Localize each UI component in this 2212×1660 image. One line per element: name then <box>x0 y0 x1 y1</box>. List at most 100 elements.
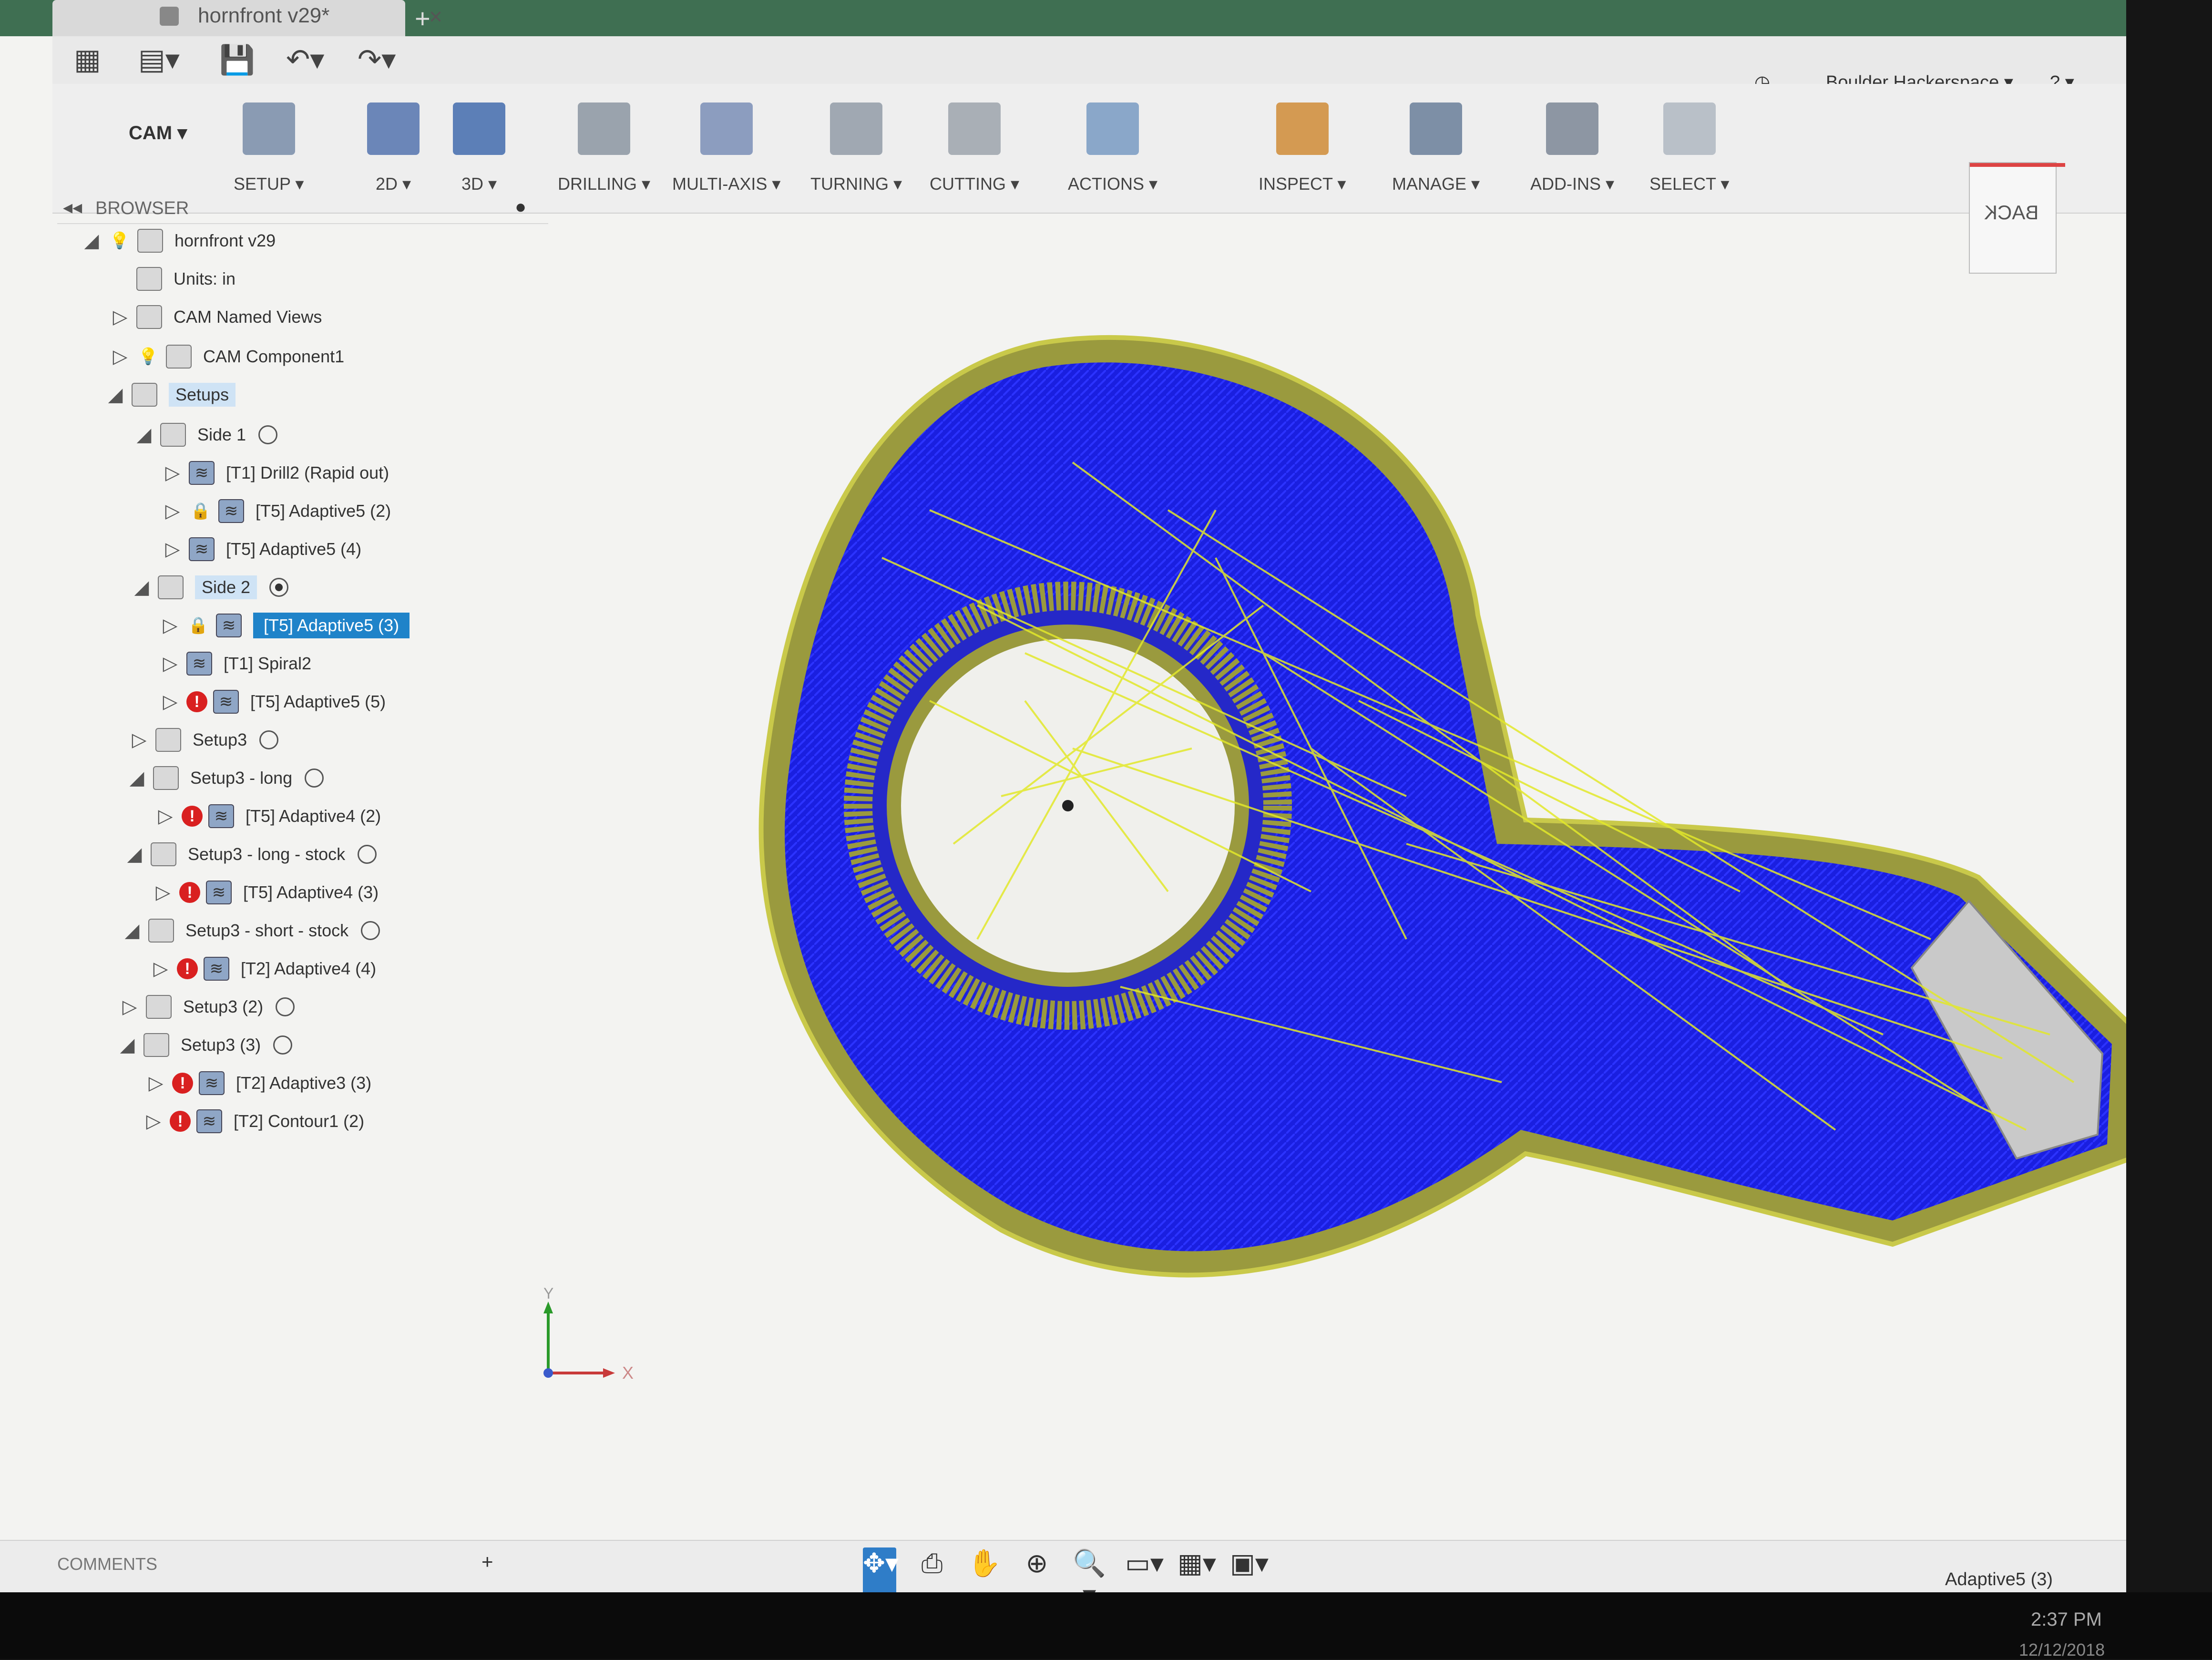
ribbon-group-7[interactable]: ACTIONS ▾ <box>1068 102 1157 194</box>
expand-arrow-icon[interactable]: ▷ <box>122 996 137 1017</box>
tree-item-label[interactable]: Side 2 <box>195 575 257 599</box>
close-tab-icon[interactable]: × <box>429 4 443 30</box>
zoom-icon[interactable]: 🔍▾ <box>1073 1548 1106 1592</box>
expand-arrow-icon[interactable]: ▷ <box>113 346 128 367</box>
browser-tree-row[interactable]: ▷! ≋ [T5] Adaptive5 (5) <box>160 685 386 718</box>
cam-viewport[interactable] <box>548 224 2126 1540</box>
expand-arrow-icon[interactable]: ▷ <box>163 615 178 636</box>
expand-arrow-icon[interactable]: ▷ <box>146 1111 161 1132</box>
ribbon-group-label[interactable]: MULTI-AXIS ▾ <box>672 174 781 194</box>
ribbon-group-0[interactable]: SETUP ▾ <box>234 102 304 194</box>
browser-tree-row[interactable]: ▷! ≋ [T2] Adaptive4 (4) <box>150 952 376 985</box>
tree-item-label[interactable]: [T1] Drill2 (Rapid out) <box>226 463 389 482</box>
tree-item-label[interactable]: [T5] Adaptive5 (2) <box>256 501 391 521</box>
collapse-arrow-icon[interactable]: ◢ <box>129 768 144 789</box>
tree-item-label[interactable]: Setup3 - short - stock <box>185 921 349 940</box>
browser-tree-row[interactable]: Units: in <box>110 262 236 296</box>
tree-item-label[interactable]: CAM Named Views <box>174 307 322 327</box>
collapse-arrow-icon[interactable]: ◢ <box>120 1035 135 1055</box>
browser-tree-row[interactable]: ▷! ≋ [T5] Adaptive4 (2) <box>155 799 381 833</box>
expand-arrow-icon[interactable]: ▷ <box>155 882 171 903</box>
browser-tree-row[interactable]: ▷ ≋ [T1] Spiral2 <box>160 647 311 680</box>
ribbon-group-label[interactable]: MANAGE ▾ <box>1392 174 1480 194</box>
ribbon-group-label[interactable]: SELECT ▾ <box>1649 174 1730 194</box>
browser-tree-row[interactable]: ▷ 🔒 ≋ [T5] Adaptive5 (2) <box>162 494 391 528</box>
lock-icon[interactable]: 🔒 <box>190 502 211 520</box>
ribbon-tool-icon[interactable] <box>1276 102 1329 155</box>
browser-tree-row[interactable]: ▷ ≋ [T5] Adaptive5 (4) <box>162 533 361 566</box>
display-settings-icon[interactable]: ▭▾ <box>1125 1548 1164 1578</box>
ribbon-group-4[interactable]: MULTI-AXIS ▾ <box>672 102 780 194</box>
ribbon-group-label[interactable]: TURNING ▾ <box>810 174 902 194</box>
expand-arrow-icon[interactable]: ▷ <box>148 1073 164 1094</box>
tree-item-label[interactable]: Units: in <box>174 269 236 288</box>
ribbon-group-11[interactable]: SELECT ▾ <box>1649 102 1729 194</box>
ribbon-group-label[interactable]: DRILLING ▾ <box>558 174 651 194</box>
ribbon-tool-icon[interactable] <box>1546 102 1599 155</box>
tree-item-label[interactable]: Setup3 - long <box>190 768 293 788</box>
collapse-arrow-icon[interactable]: ◢ <box>136 424 152 445</box>
ribbon-group-10[interactable]: ADD-INS ▾ <box>1530 102 1614 194</box>
ribbon-group-8[interactable]: INSPECT ▾ <box>1259 102 1346 194</box>
ribbon-group-1[interactable]: 2D ▾ <box>367 102 420 194</box>
tree-item-label[interactable]: [T5] Adaptive5 (5) <box>250 692 386 711</box>
data-panel-grid-icon[interactable]: ▦ <box>74 43 101 75</box>
ribbon-group-label[interactable]: CUTTING ▾ <box>930 174 1020 194</box>
ribbon-tool-icon[interactable] <box>830 102 883 155</box>
lock-icon[interactable]: 🔒 <box>188 616 209 635</box>
tree-item-label[interactable]: hornfront v29 <box>174 231 276 250</box>
tree-item-label[interactable]: Setup3 - long - stock <box>188 844 346 864</box>
orbit-tool-icon[interactable]: ✥▾ <box>863 1547 899 1592</box>
expand-arrow-icon[interactable]: ▷ <box>165 462 180 483</box>
ribbon-group-6[interactable]: CUTTING ▾ <box>930 102 1019 194</box>
active-setup-radio[interactable] <box>305 769 324 788</box>
ribbon-tool-icon[interactable] <box>700 102 753 155</box>
browser-tree-row[interactable]: ▷! ≋ [T5] Adaptive4 (3) <box>153 876 379 909</box>
add-comment-icon[interactable]: + <box>481 1550 493 1573</box>
active-setup-radio[interactable] <box>259 730 279 749</box>
ribbon-group-label[interactable]: ACTIONS ▾ <box>1068 174 1158 194</box>
collapse-arrow-icon[interactable]: ◢ <box>108 384 123 405</box>
ribbon-group-2[interactable]: 3D ▾ <box>453 102 505 194</box>
expand-arrow-icon[interactable]: ▷ <box>165 501 180 522</box>
ribbon-group-9[interactable]: MANAGE ▾ <box>1392 102 1480 194</box>
view-cube[interactable]: BACK <box>1969 162 2065 274</box>
collapse-browser-icon[interactable]: ◂◂ <box>63 197 82 218</box>
ribbon-group-label[interactable]: INSPECT ▾ <box>1259 174 1346 194</box>
active-setup-radio[interactable] <box>358 845 377 864</box>
browser-tree-row[interactable]: ▷ Setup3 (2) <box>119 990 295 1024</box>
browser-tree-row[interactable]: ▷ 💡 CAM Component1 <box>110 340 344 373</box>
visibility-bulb-icon[interactable]: 💡 <box>109 232 130 250</box>
browser-tree-row[interactable]: ◢ Setups <box>105 378 236 411</box>
ribbon-tool-icon[interactable] <box>242 102 295 155</box>
tree-item-label[interactable]: CAM Component1 <box>203 347 345 366</box>
undo-icon[interactable]: ↶▾ <box>286 43 325 75</box>
ribbon-group-label[interactable]: 3D ▾ <box>461 174 497 194</box>
browser-tree-row[interactable]: ▷ Setup3 <box>129 723 279 757</box>
active-setup-radio[interactable] <box>276 997 295 1016</box>
active-setup-radio[interactable] <box>273 1035 293 1055</box>
tree-item-label[interactable]: [T5] Adaptive4 (3) <box>243 882 379 902</box>
collapse-arrow-icon[interactable]: ◢ <box>127 844 142 865</box>
ribbon-group-3[interactable]: DRILLING ▾ <box>558 102 650 194</box>
new-tab-icon[interactable]: + <box>415 3 430 33</box>
tree-item-label[interactable]: Setup3 (2) <box>183 997 264 1016</box>
browser-tree-row[interactable]: ◢ 💡 hornfront v29 <box>81 224 276 257</box>
browser-tree-row[interactable]: ▷! ≋ [T2] Adaptive3 (3) <box>145 1066 371 1100</box>
expand-arrow-icon[interactable]: ▷ <box>153 958 168 979</box>
expand-arrow-icon[interactable]: ▷ <box>158 806 173 827</box>
active-setup-radio[interactable] <box>361 921 380 940</box>
visibility-bulb-icon[interactable]: 💡 <box>138 348 159 366</box>
browser-tree-row[interactable]: ◢ Setup3 - long - stock <box>124 838 377 871</box>
collapse-arrow-icon[interactable]: ◢ <box>134 577 149 598</box>
browser-tree-row[interactable]: ▷ 🔒 ≋ [T5] Adaptive5 (3) <box>160 609 410 642</box>
pan-icon[interactable]: ✋ <box>968 1548 1001 1578</box>
pin-browser-icon[interactable]: ● <box>515 196 527 217</box>
active-setup-radio[interactable] <box>269 578 289 597</box>
tree-item-label[interactable]: Side 1 <box>197 425 246 444</box>
grid-settings-icon[interactable]: ▦▾ <box>1178 1548 1217 1578</box>
tree-item-label[interactable]: Setup3 <box>193 730 247 749</box>
tree-item-label[interactable]: [T1] Spiral2 <box>224 654 312 673</box>
ribbon-tool-icon[interactable] <box>948 102 1001 155</box>
expand-arrow-icon[interactable]: ▷ <box>163 691 178 712</box>
